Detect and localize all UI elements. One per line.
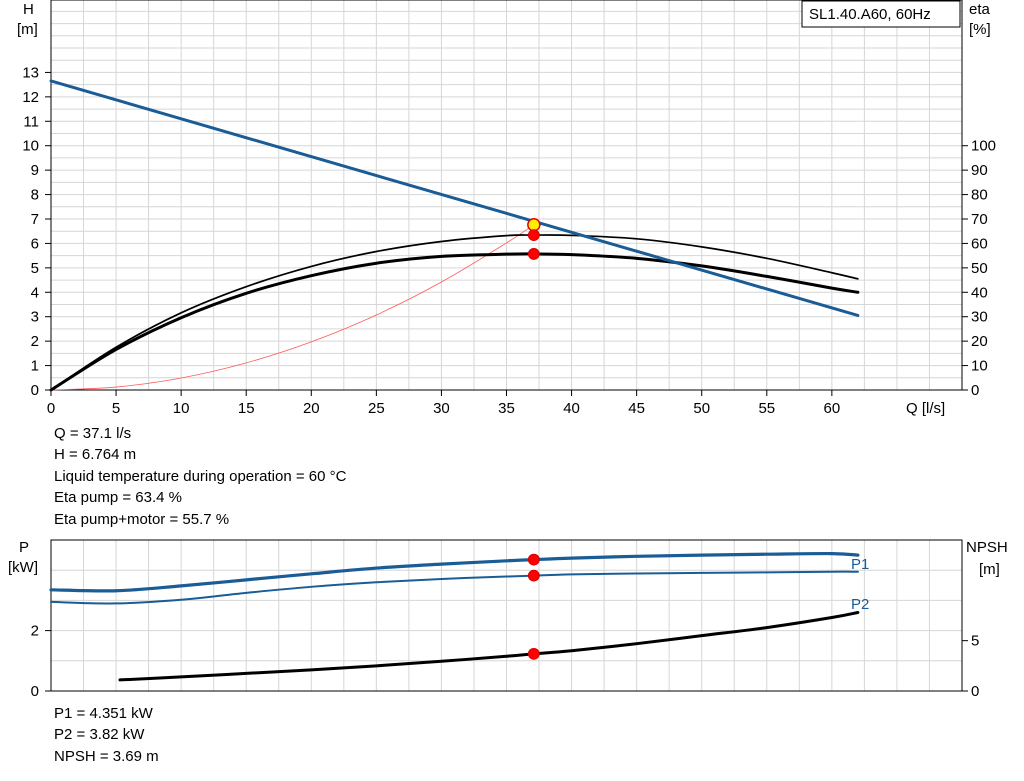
eta-tick-label: 80: [971, 187, 988, 204]
curve-eta-pump: [50, 234, 859, 391]
result-npsh: NPSH = 3.69 m: [54, 747, 159, 765]
h-tick-label: 2: [31, 333, 39, 350]
p-axis-unit: [kW]: [8, 559, 38, 576]
model-label-box: SL1.40.A60, 60Hz: [801, 0, 961, 28]
result-head: H = 6.764 m: [54, 446, 137, 464]
p2-series-label: P2: [851, 596, 869, 613]
operating-point-marker: [527, 569, 540, 582]
x-tick-label: 5: [112, 400, 120, 417]
top-operating-points: [527, 218, 541, 260]
bottom-gridlines: [51, 540, 962, 691]
top-eta-tick-labels: 0 10 20 30 40 50 60 70 80 90 100: [962, 138, 996, 399]
npsh-tick-label: 0: [971, 683, 979, 700]
operating-point-marker: [527, 248, 540, 260]
result-p2: P2 = 3.82 kW: [54, 726, 145, 744]
bottom-curves: [49, 551, 860, 682]
p-tick-label: 2: [31, 623, 39, 640]
curve-eta-pump-motor: [49, 252, 860, 392]
npsh-axis-unit: [m]: [979, 561, 1000, 578]
curve-H: [49, 79, 860, 317]
result-eta-pump: Eta pump = 63.4 %: [54, 489, 182, 507]
model-label: SL1.40.A60, 60Hz: [809, 6, 931, 23]
x-tick-label: 25: [368, 400, 385, 417]
h-tick-label: 4: [31, 284, 39, 301]
x-tick-label: 20: [303, 400, 320, 417]
eta-tick-label: 100: [971, 138, 996, 155]
eta-tick-label: 60: [971, 235, 988, 252]
bottom-npsh-tick-labels: 05: [962, 633, 979, 700]
results-top-block: Q = 37.1 l/s H = 6.764 m Liquid temperat…: [54, 423, 346, 530]
h-axis-unit: [m]: [17, 21, 38, 38]
eta-tick-label: 20: [971, 333, 988, 350]
top-curves: [49, 79, 860, 392]
results-bottom-block: P1 = 4.351 kW P2 = 3.82 kW NPSH = 3.69 m: [54, 703, 159, 767]
h-tick-label: 9: [31, 162, 39, 179]
h-tick-label: 11: [23, 113, 39, 130]
result-flow: Q = 37.1 l/s: [54, 425, 132, 442]
h-tick-label: 6: [31, 235, 39, 252]
x-tick-label: 50: [693, 400, 710, 417]
x-tick-label: 45: [628, 400, 645, 417]
result-p1: P1 = 4.351 kW: [54, 705, 153, 722]
x-tick-label: 55: [758, 400, 775, 417]
p-tick-label: 0: [31, 683, 39, 700]
x-tick-label: 10: [173, 400, 190, 417]
eta-tick-label: 0: [971, 382, 979, 399]
top-x-tick-labels: 0 5 10 15 20 25 30 35 40 45 50 55 60: [47, 390, 840, 417]
top-chart: 0 5 10 15 20 25 30 35 40 45 50 55 60 012345678910111…: [17, 0, 996, 417]
h-tick-label: 13: [22, 64, 39, 81]
eta-tick-label: 90: [971, 162, 988, 179]
h-tick-label: 1: [31, 358, 39, 375]
q-axis-label: Q [l/s]: [906, 400, 945, 417]
h-tick-label: 3: [31, 309, 39, 326]
x-tick-label: 30: [433, 400, 450, 417]
x-tick-label: 35: [498, 400, 515, 417]
bottom-plot-frame: [50, 539, 963, 692]
x-tick-label: 0: [47, 400, 55, 417]
eta-tick-label: 40: [971, 284, 988, 301]
operating-point-marker: [527, 647, 540, 660]
curve-p1: [49, 551, 860, 593]
eta-axis-label: eta: [969, 1, 991, 18]
h-tick-label: 10: [22, 138, 39, 155]
eta-tick-label: 30: [971, 309, 988, 326]
p-axis-label: P: [19, 539, 29, 556]
npsh-tick-label: 5: [971, 633, 979, 650]
x-tick-label: 60: [824, 400, 841, 417]
h-tick-label: 12: [22, 89, 39, 106]
bottom-p-tick-labels: 02: [31, 623, 51, 700]
h-tick-label: 8: [31, 187, 39, 204]
h-tick-label: 7: [31, 211, 39, 228]
result-eta-pump-motor: Eta pump+motor = 55.7 %: [54, 510, 230, 528]
p1-series-label: P1: [851, 556, 869, 573]
curve-p2: [50, 570, 859, 605]
h-tick-label: 0: [31, 382, 39, 399]
x-tick-label: 15: [238, 400, 255, 417]
npsh-axis-label: NPSH: [966, 539, 1008, 556]
bottom-chart: 02 05 P [kW] NPSH [m] P1 P2: [8, 539, 1008, 700]
bottom-operating-points: [527, 553, 540, 660]
eta-tick-label: 50: [971, 260, 988, 277]
h-tick-label: 5: [31, 260, 39, 277]
eta-axis-unit: [%]: [969, 21, 991, 38]
x-tick-label: 40: [563, 400, 580, 417]
result-liquid-temperature: Liquid temperature during operation = 60…: [54, 467, 347, 485]
curve-system-curve: [50, 224, 535, 391]
eta-tick-label: 10: [971, 358, 988, 375]
model-label-frame: [801, 0, 961, 28]
h-axis-label: H: [23, 1, 34, 18]
operating-point-marker: [527, 229, 540, 242]
operating-point-marker: [527, 553, 540, 566]
duty-point-marker: [527, 218, 541, 232]
top-gridlines: [51, 0, 962, 390]
eta-tick-label: 70: [971, 211, 988, 228]
curve-npsh: [118, 610, 860, 682]
